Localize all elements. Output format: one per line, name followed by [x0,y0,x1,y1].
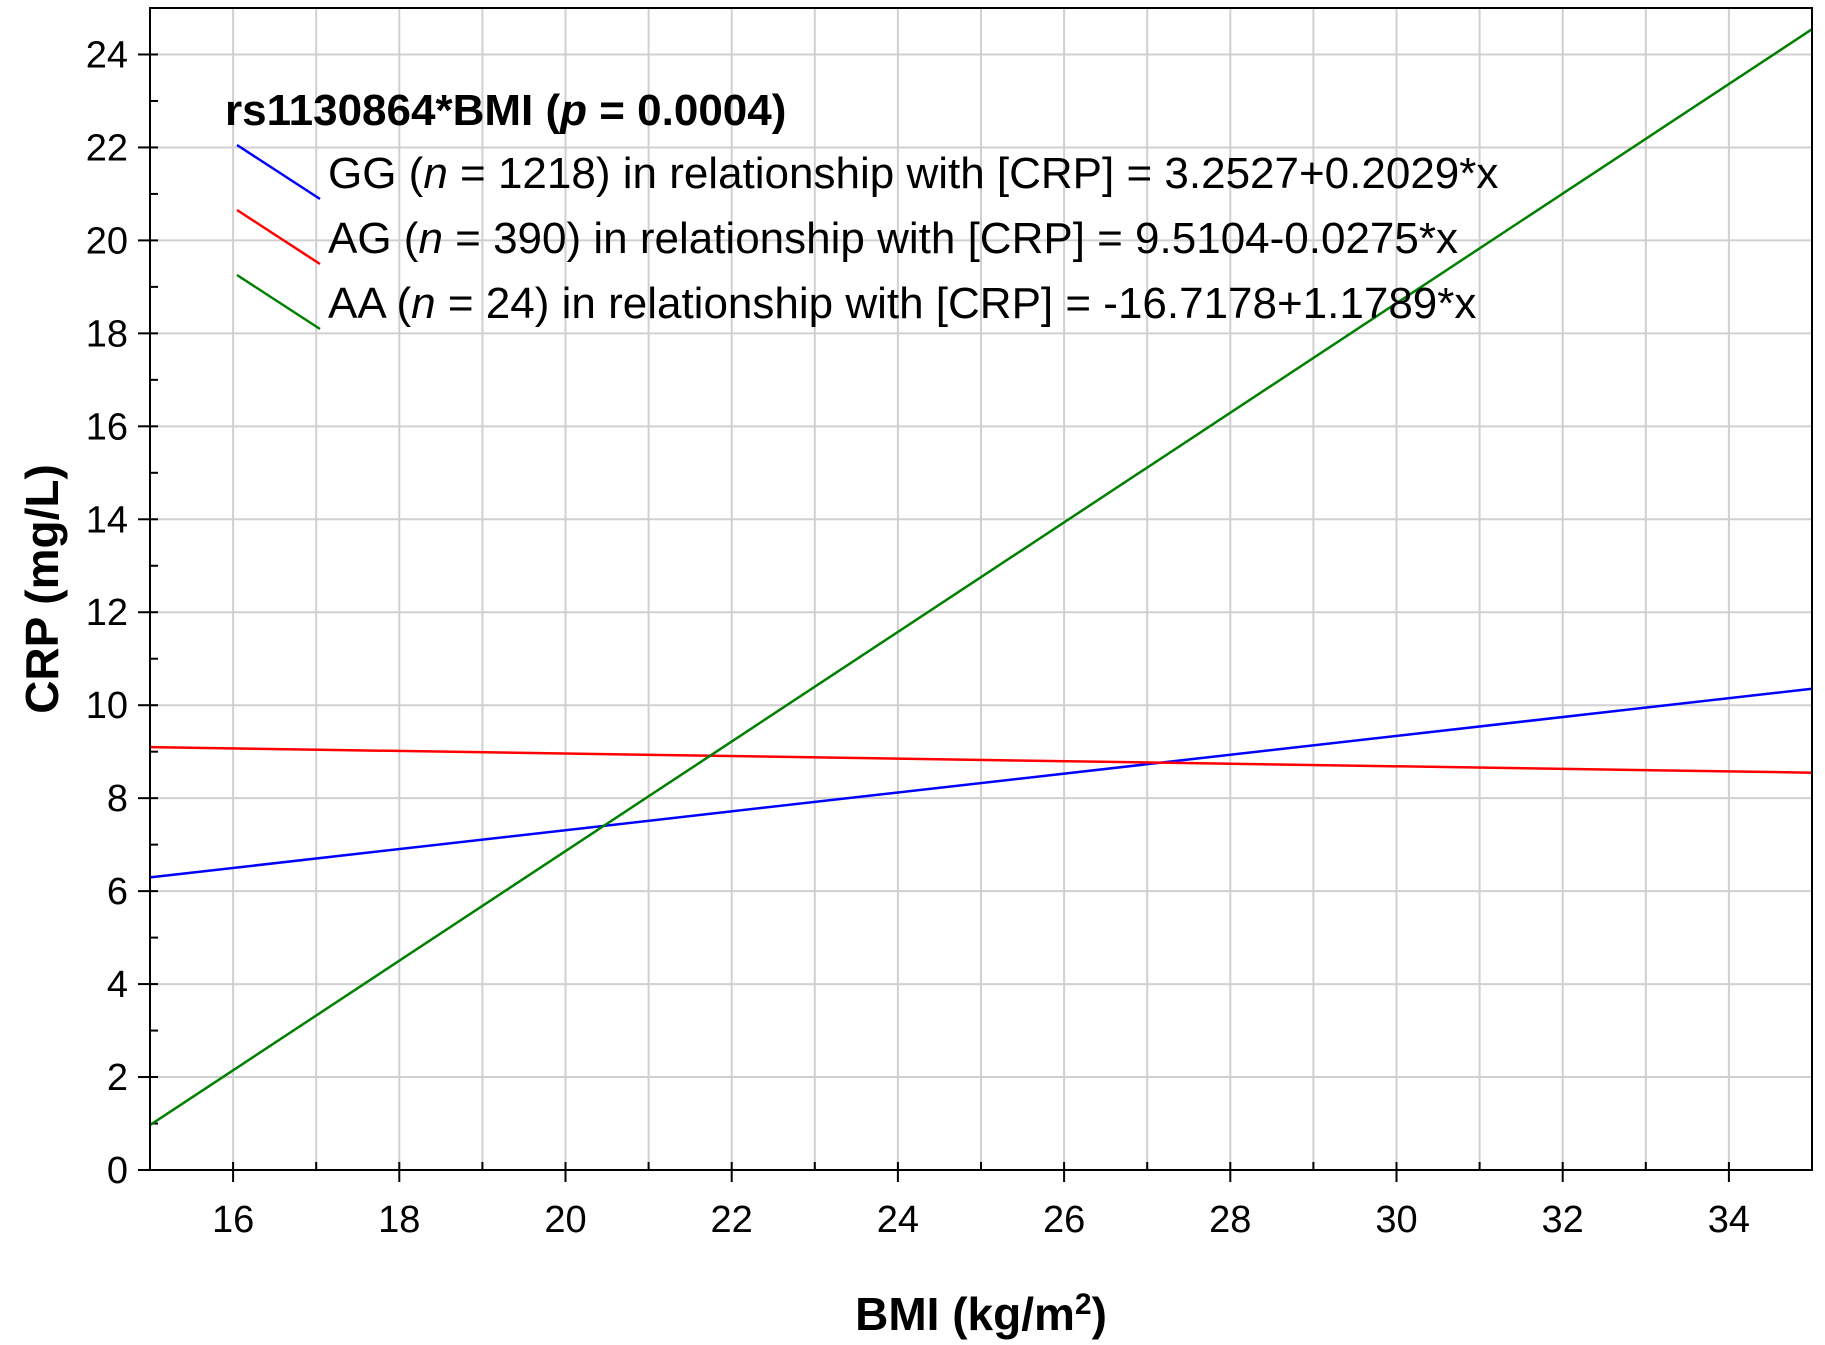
grid [150,8,1812,1170]
legend: rs1130864*BMI (p = 0.0004) GG (n = 1218)… [225,86,1498,331]
legend-description: = 390) in relationship with [CRP] = 9.51… [443,214,1458,263]
legend-item-aa: AA (n = 24) in relationship with [CRP] =… [328,279,1476,328]
legend-genotype: AA ( [328,279,411,328]
minor-ticks [149,7,1813,1171]
legend-item-gg: GG (n = 1218) in relationship with [CRP]… [328,149,1498,198]
legend-genotype: AG ( [328,214,419,263]
x-tick-label: 22 [711,1199,753,1241]
x-axis-title-main: BMI (kg/m [855,1288,1075,1340]
y-axis-title: CRP (mg/L) [16,464,68,714]
legend-n-label: n [423,149,447,198]
y-tick-label: 24 [86,34,128,76]
x-axis-title-superscript: 2 [1075,1288,1092,1321]
legend-item-ag: AG (n = 390) in relationship with [CRP] … [328,214,1458,263]
legend-description: = 1218) in relationship with [CRP] = 3.2… [448,149,1499,198]
x-tick-label: 30 [1375,1199,1417,1241]
x-axis-title: BMI (kg/m2) [855,1288,1107,1341]
legend-title: rs1130864*BMI (p = 0.0004) [225,86,786,135]
legend-title-italic: p [559,86,587,135]
x-tick-label: 16 [212,1199,254,1241]
legend-swatch-gg [236,143,321,201]
x-tick-label: 32 [1542,1199,1584,1241]
legend-title-prefix: rs1130864*BMI ( [225,86,560,135]
y-tick-label: 22 [86,127,128,169]
x-tick-label: 28 [1209,1199,1251,1241]
legend-description: = 24) in relationship with [CRP] = -16.7… [436,279,1477,328]
legend-n-label: n [418,214,442,263]
x-axis-ticks: 16 18 20 22 24 26 28 30 32 34 [212,1170,1750,1241]
legend-n-label: n [411,279,435,328]
x-tick-label: 26 [1043,1199,1085,1241]
y-tick-label: 20 [86,220,128,262]
legend-swatch-ag [236,208,321,266]
y-tick-label: 10 [86,685,128,727]
x-tick-label: 18 [378,1199,420,1241]
y-tick-label: 6 [107,871,128,913]
series-line-aa [149,28,1813,1127]
y-tick-label: 4 [107,964,128,1006]
y-tick-label: 18 [86,313,128,355]
series-lines [149,28,1813,1127]
x-axis-title-suffix: ) [1092,1288,1107,1340]
x-tick-label: 20 [544,1199,586,1241]
y-tick-label: 0 [107,1150,128,1192]
y-tick-label: 8 [107,778,128,820]
y-tick-label: 16 [86,406,128,448]
x-tick-label: 24 [877,1199,919,1241]
legend-genotype: GG ( [328,149,424,198]
series-line-gg [149,687,1813,879]
legend-title-suffix: = 0.0004) [587,86,786,135]
plot-frame [149,7,1813,1171]
legend-swatch-aa [236,273,321,331]
y-tick-label: 2 [107,1057,128,1099]
y-tick-label: 12 [86,592,128,634]
y-tick-label: 14 [86,499,128,541]
x-tick-label: 34 [1708,1199,1750,1241]
series-line-ag [149,745,1813,774]
